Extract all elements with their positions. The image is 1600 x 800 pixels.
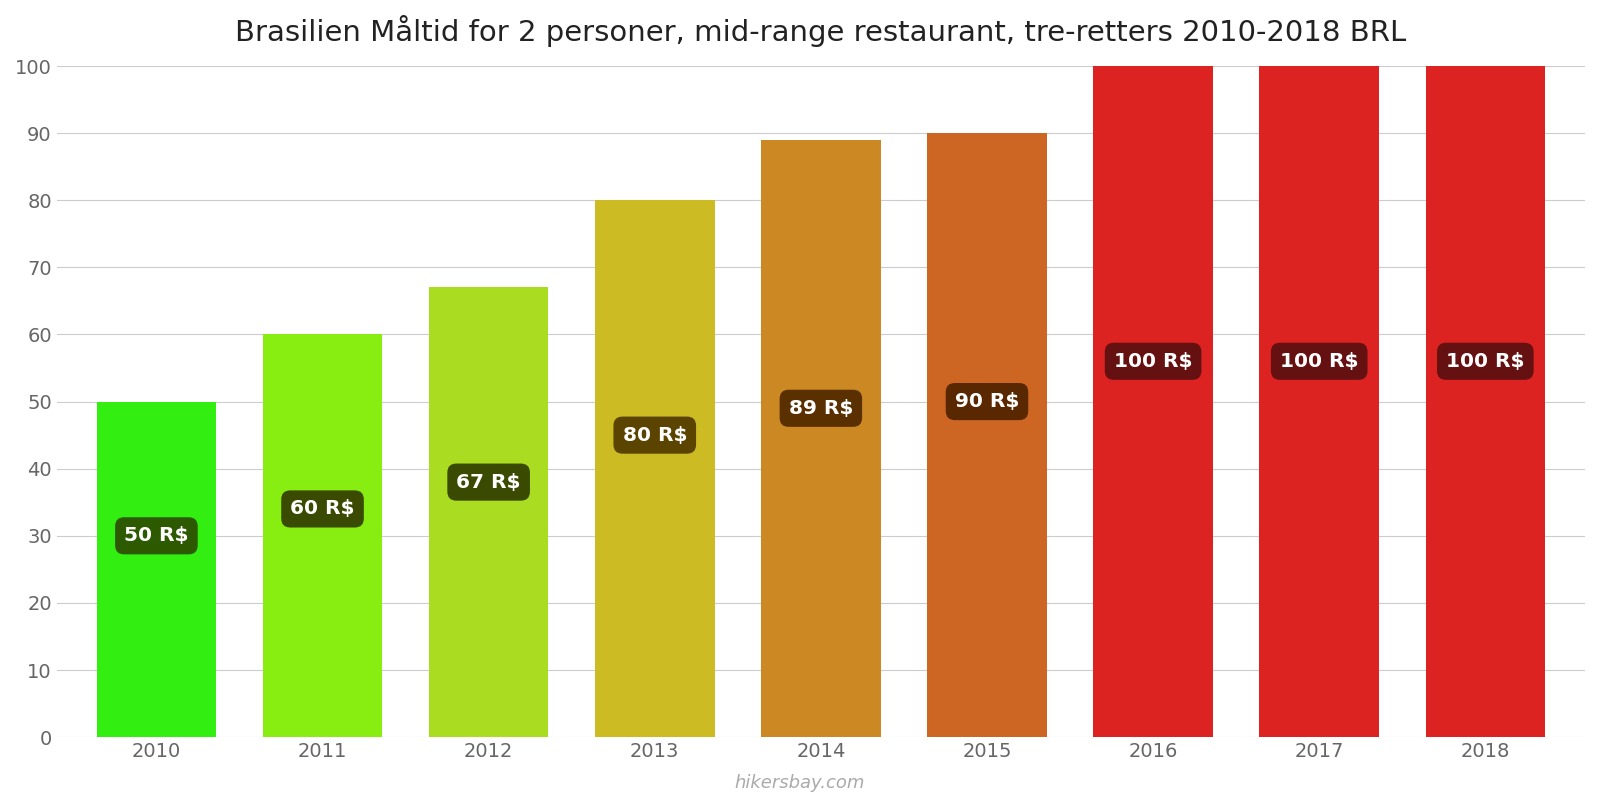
Bar	[1259, 66, 1379, 737]
Bar	[1426, 66, 1546, 737]
Text: 67 R$: 67 R$	[456, 473, 522, 492]
Bar	[926, 133, 1046, 737]
Bar	[96, 402, 216, 737]
Title: Brasilien Måltid for 2 personer, mid-range restaurant, tre-retters 2010-2018 BRL: Brasilien Måltid for 2 personer, mid-ran…	[235, 15, 1406, 47]
Bar	[595, 200, 715, 737]
Bar	[262, 334, 382, 737]
Text: 80 R$: 80 R$	[622, 426, 686, 445]
Text: hikersbay.com: hikersbay.com	[734, 774, 866, 792]
Text: 60 R$: 60 R$	[290, 499, 355, 518]
Text: 89 R$: 89 R$	[789, 398, 853, 418]
Text: 100 R$: 100 R$	[1446, 352, 1525, 371]
Text: 100 R$: 100 R$	[1114, 352, 1192, 371]
Bar	[1093, 66, 1213, 737]
Text: 50 R$: 50 R$	[125, 526, 189, 546]
Text: 100 R$: 100 R$	[1280, 352, 1358, 371]
Bar	[762, 140, 880, 737]
Bar	[429, 287, 549, 737]
Text: 90 R$: 90 R$	[955, 392, 1019, 411]
